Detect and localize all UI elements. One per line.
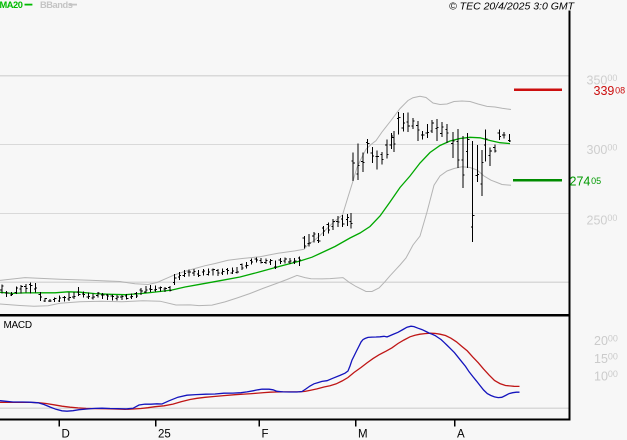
svg-text:© TEC 20/4/2025 3:0 GMT: © TEC 20/4/2025 3:0 GMT	[449, 1, 576, 13]
svg-text:F: F	[262, 429, 269, 440]
svg-text:339 08: 339 08	[594, 84, 626, 98]
svg-text:A: A	[457, 429, 465, 440]
svg-text:274 05: 274 05	[570, 174, 602, 188]
svg-text:25: 25	[158, 429, 171, 440]
svg-text:M: M	[358, 429, 368, 440]
svg-text:MA20: MA20	[0, 0, 23, 10]
svg-text:D: D	[62, 429, 70, 440]
svg-text:MACD: MACD	[4, 320, 32, 331]
svg-text:BBands: BBands	[40, 0, 73, 10]
